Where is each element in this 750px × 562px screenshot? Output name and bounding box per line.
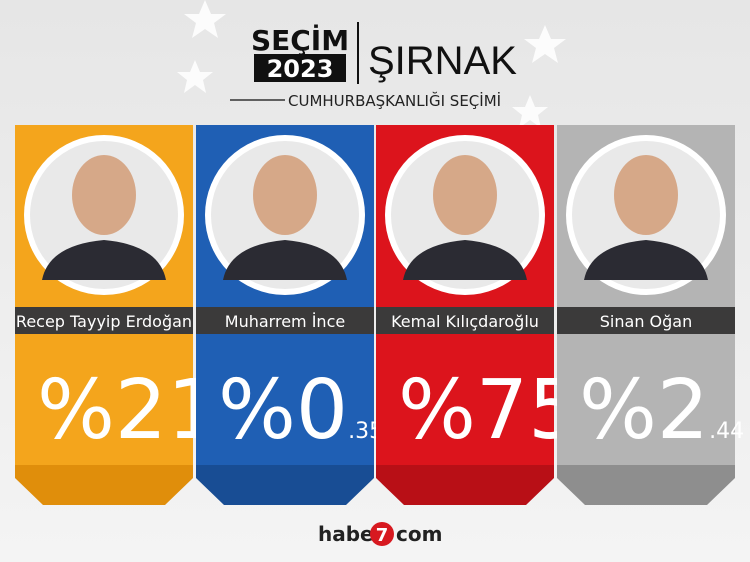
- candidate-name: Recep Tayyip Erdoğan: [16, 312, 192, 331]
- share-whole: %0: [218, 363, 348, 458]
- footer-logo: haber 7 com: [318, 522, 442, 546]
- candidate-name: Muharrem İnce: [225, 312, 345, 331]
- year: 2023: [267, 55, 334, 83]
- candidate-card: Muharrem İnce %0.35: [196, 125, 383, 505]
- share: %2.44: [579, 363, 744, 458]
- stars: [177, 0, 566, 128]
- name-band: [376, 307, 554, 334]
- candidate-name: Sinan Oğan: [600, 312, 692, 331]
- brand-number: 7: [376, 525, 389, 546]
- subtitle: CUMHURBAŞKANLIĞI SEÇİMİ: [288, 91, 501, 110]
- portrait-head: [614, 155, 678, 235]
- name-band: [557, 307, 735, 334]
- name-band: [15, 307, 193, 334]
- candidate-card: Sinan Oğan %2.44: [557, 125, 744, 505]
- candidates: Recep Tayyip Erdoğan %21.46 Muharrem İnce%…: [15, 125, 744, 505]
- portrait-body: [584, 240, 708, 280]
- portrait-body: [223, 240, 347, 280]
- brand-suffix: com: [396, 522, 442, 546]
- share-whole: %2: [579, 363, 709, 458]
- share: %21.46: [37, 363, 254, 458]
- name-band: [196, 307, 374, 334]
- province: ŞIRNAK: [368, 39, 517, 83]
- candidate-card: Recep Tayyip Erdoğan %21.46: [15, 125, 254, 505]
- portrait-body: [42, 240, 166, 280]
- share-whole: %75: [398, 363, 580, 458]
- logo-circle: [370, 522, 394, 546]
- portrait-head: [433, 155, 497, 235]
- election-label: SEÇİM: [251, 23, 349, 57]
- candidate-name: Kemal Kılıçdaroğlu: [391, 312, 539, 331]
- year-box: [254, 54, 346, 82]
- portrait-head: [72, 155, 136, 235]
- portrait-head: [253, 155, 317, 235]
- share-fraction: .44: [709, 419, 744, 444]
- share: %0.35: [218, 363, 383, 458]
- candidate-card: Kemal Kılıçdaroğlu%75.76: [376, 125, 615, 505]
- portrait-body: [403, 240, 527, 280]
- share-whole: %21: [37, 363, 219, 458]
- header: SEÇİM 2023 ŞIRNAK CUMHURBAŞKANLIĞI SEÇİM…: [230, 22, 517, 110]
